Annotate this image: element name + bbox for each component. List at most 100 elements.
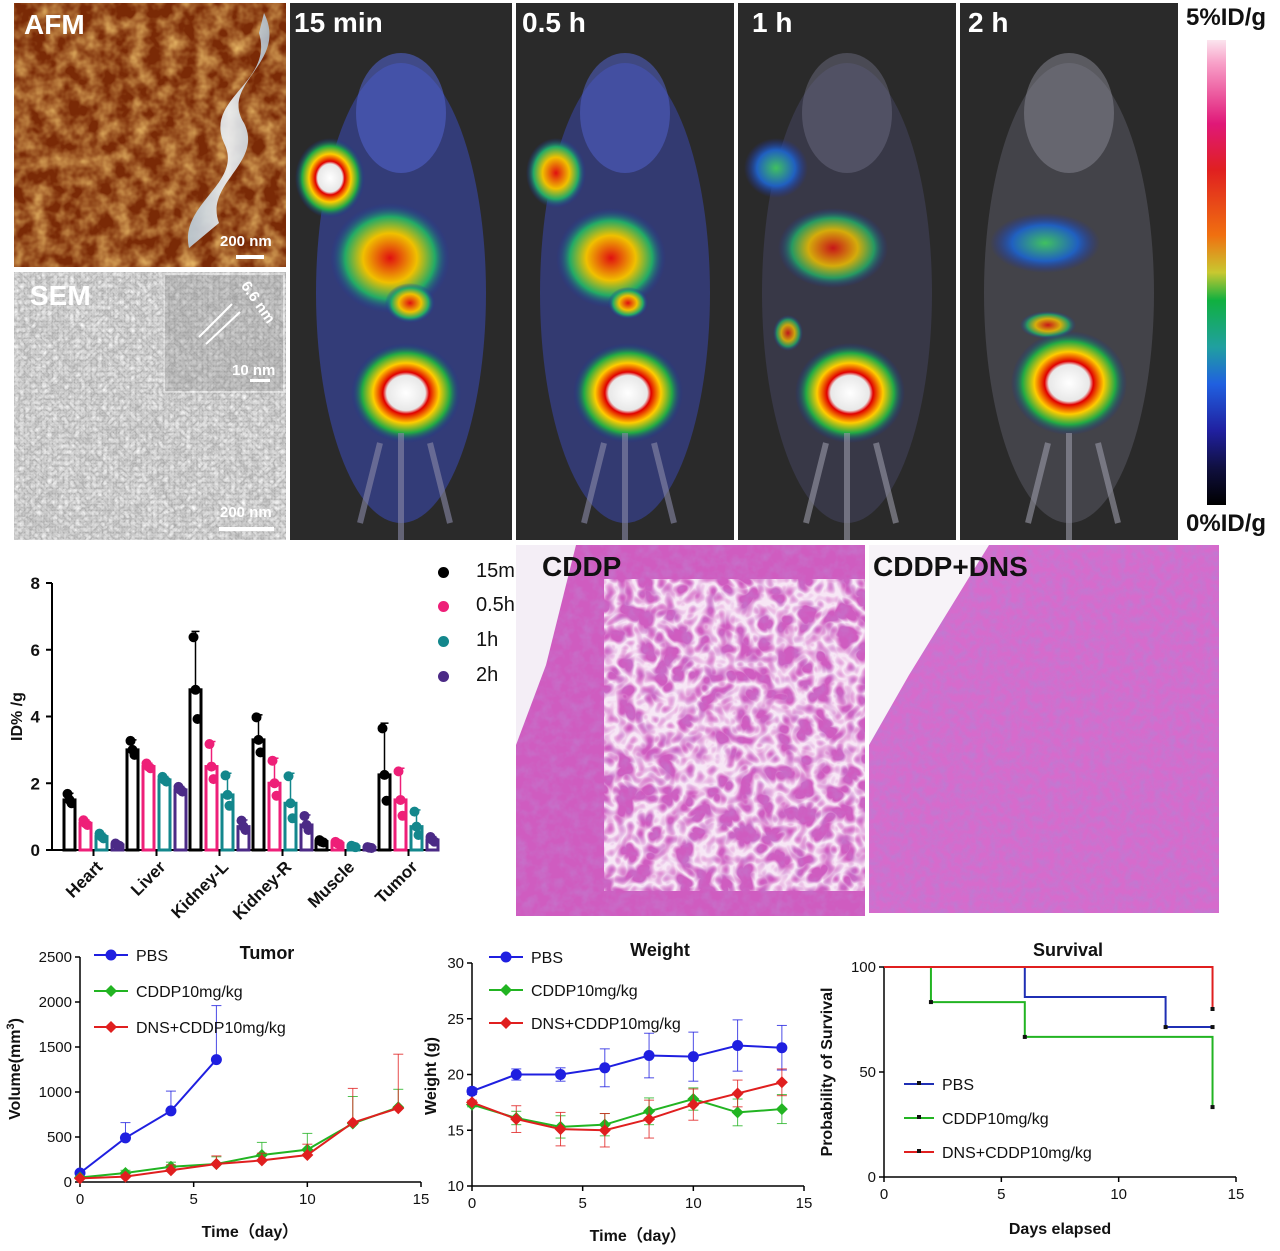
x-tick-label: 0 xyxy=(76,1191,84,1208)
histology-cddp-dns-label: CDDP+DNS xyxy=(873,551,1028,582)
survival-curve xyxy=(884,966,1213,1029)
x-tick-label: Liver xyxy=(127,857,169,899)
pet-panel-3: 1 h xyxy=(738,3,956,540)
data-point xyxy=(145,763,156,774)
x-tick-label: Tumor xyxy=(371,857,421,907)
data-point xyxy=(334,839,345,850)
data-point xyxy=(206,761,217,772)
censor-mark xyxy=(1163,1025,1168,1030)
bar xyxy=(393,798,408,852)
data-point xyxy=(303,824,314,835)
legend-dot-15min xyxy=(438,567,449,578)
censor-mark xyxy=(1022,1034,1027,1039)
pet-mouse-1 xyxy=(295,53,486,540)
colorbar-min-label: 0%ID/g xyxy=(1186,510,1267,537)
y-tick-label: 6 xyxy=(31,641,40,660)
chart-title: Tumor xyxy=(240,943,295,963)
legend-label-1h: 1h xyxy=(476,629,499,651)
legend-dot-1h xyxy=(438,636,449,647)
legend-marker xyxy=(917,1149,921,1153)
x-tick-label: 5 xyxy=(997,1186,1005,1203)
x-tick-label: 15 xyxy=(1228,1186,1245,1203)
data-point xyxy=(188,632,199,643)
tumor-volume-chart: 0 500 1000 1500 2000 2500 0 5 10 15 Tumor Time（day）… xyxy=(5,943,430,1241)
afm-label: AFM xyxy=(24,9,85,40)
data-point xyxy=(731,1087,744,1100)
data-point xyxy=(413,829,424,840)
series-line xyxy=(471,1044,782,1093)
survival-chart: 0 50 100 0 5 10 15 Survival Days elapsed Probabil… xyxy=(819,940,1245,1238)
y-axis-label: Volume(mm3) xyxy=(5,1018,24,1120)
data-point xyxy=(687,1051,699,1063)
data-point xyxy=(192,714,203,725)
pet-mouse-4 xyxy=(984,53,1154,540)
data-point xyxy=(599,1062,611,1074)
y-tick-label: 50 xyxy=(859,1064,876,1081)
legend-label-05h: 0.5h xyxy=(476,594,515,616)
data-point xyxy=(411,821,422,832)
data-point xyxy=(105,1021,117,1033)
x-tick-label: 15 xyxy=(413,1191,430,1208)
series-line xyxy=(79,1107,399,1180)
series-line xyxy=(471,1097,782,1128)
data-point xyxy=(732,1040,744,1052)
data-point xyxy=(177,786,188,797)
data-point xyxy=(190,684,201,695)
y-tick-label: 10 xyxy=(447,1178,464,1195)
data-point xyxy=(74,1172,86,1185)
data-point xyxy=(776,1042,788,1054)
legend-label: PBS xyxy=(136,948,168,965)
histology-cddp-dns: CDDP+DNS xyxy=(869,545,1219,913)
data-point xyxy=(114,840,125,851)
data-point xyxy=(220,770,231,781)
data-point xyxy=(346,1116,359,1129)
data-point xyxy=(210,1158,223,1170)
pet-time-label-3: 1 h xyxy=(752,7,793,38)
data-point xyxy=(598,1124,611,1137)
sem-label: SEM xyxy=(30,280,91,311)
data-point xyxy=(283,771,294,782)
colorbar-max-label: 5%ID/g xyxy=(1186,4,1267,31)
data-point xyxy=(643,1113,656,1126)
data-point xyxy=(731,1106,744,1119)
x-tick-label: 10 xyxy=(299,1191,316,1208)
data-point xyxy=(379,769,390,780)
data-point xyxy=(429,836,440,847)
x-tick-label: Heart xyxy=(62,857,106,901)
data-point xyxy=(253,734,264,745)
sem-inset-scale-label: 10 nm xyxy=(232,362,276,379)
x-tick-label: 5 xyxy=(189,1191,197,1208)
pet-time-label-2: 0.5 h xyxy=(522,7,586,38)
data-point xyxy=(381,795,392,806)
data-point xyxy=(366,842,377,853)
data-point xyxy=(98,833,109,844)
chart-title: Weight xyxy=(630,940,690,960)
y-tick-label: 25 xyxy=(447,1011,464,1028)
data-point xyxy=(392,1102,405,1115)
y-tick-label: 2000 xyxy=(39,994,72,1011)
data-point xyxy=(105,985,117,997)
pet-mouse-2 xyxy=(526,53,710,540)
censor-mark xyxy=(1210,1007,1215,1011)
legend-label: CDDP10mg/kg xyxy=(531,983,638,1000)
y-tick-label: 8 xyxy=(31,574,40,593)
legend-label: DNS+CDDP10mg/kg xyxy=(942,1145,1092,1162)
censor-mark xyxy=(1210,1025,1215,1030)
data-point xyxy=(66,798,77,809)
x-tick-label: 10 xyxy=(685,1195,702,1212)
x-tick-label: 0 xyxy=(880,1186,888,1203)
data-point xyxy=(210,1054,222,1066)
data-point xyxy=(255,747,266,758)
y-tick-label: 4 xyxy=(31,708,41,727)
data-point xyxy=(285,798,296,809)
y-tick-label: 2 xyxy=(31,774,40,793)
data-point xyxy=(164,1164,177,1177)
y-axis-label: ID% /g xyxy=(9,692,26,741)
data-point xyxy=(255,1154,268,1167)
data-point xyxy=(224,800,235,811)
data-point xyxy=(555,1069,567,1080)
data-point xyxy=(466,1085,478,1097)
censor-mark xyxy=(1210,1105,1215,1110)
legend-label: PBS xyxy=(531,950,563,967)
y-tick-label: 2500 xyxy=(39,949,72,966)
